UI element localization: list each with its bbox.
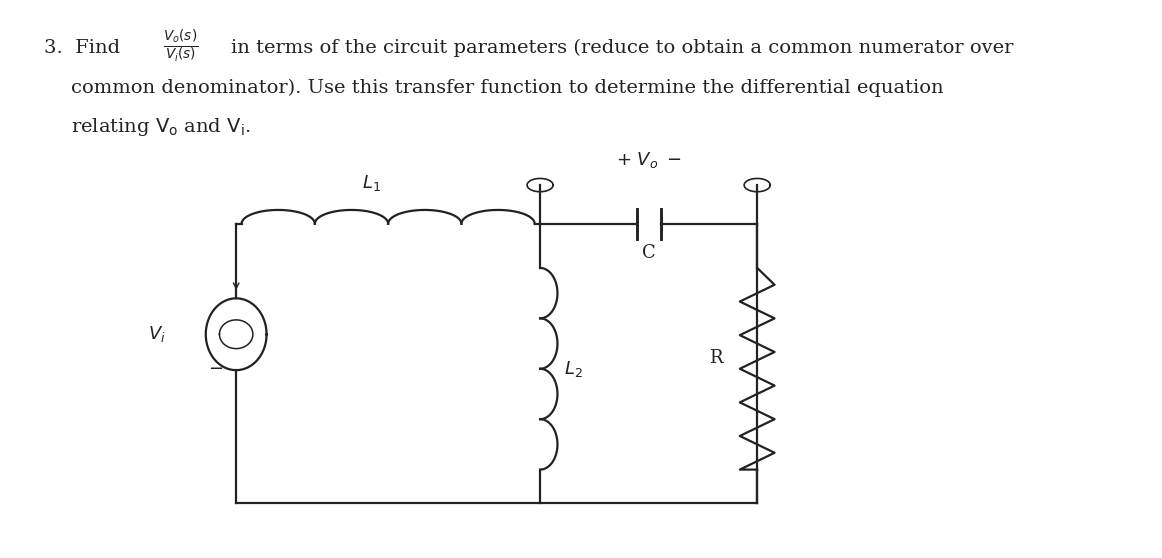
Text: $L_1$: $L_1$ bbox=[363, 174, 381, 194]
Text: $L_2$: $L_2$ bbox=[564, 359, 583, 379]
Text: in terms of the circuit parameters (reduce to obtain a common numerator over: in terms of the circuit parameters (redu… bbox=[231, 39, 1013, 57]
Text: common denominator). Use this transfer function to determine the differential eq: common denominator). Use this transfer f… bbox=[71, 79, 944, 97]
Text: 3.  Find: 3. Find bbox=[44, 39, 120, 57]
Text: $+\ V_o\ -$: $+\ V_o\ -$ bbox=[616, 150, 682, 170]
Text: $V_i$: $V_i$ bbox=[148, 324, 166, 344]
Text: $\frac{V_o(s)}{V_i(s)}$: $\frac{V_o(s)}{V_i(s)}$ bbox=[164, 28, 199, 64]
Text: R: R bbox=[709, 349, 723, 367]
Text: C: C bbox=[641, 244, 655, 262]
Text: relating $\mathrm{V_o}$ and $\mathrm{V_i}$.: relating $\mathrm{V_o}$ and $\mathrm{V_i… bbox=[71, 116, 251, 138]
Text: $-$: $-$ bbox=[208, 358, 223, 376]
